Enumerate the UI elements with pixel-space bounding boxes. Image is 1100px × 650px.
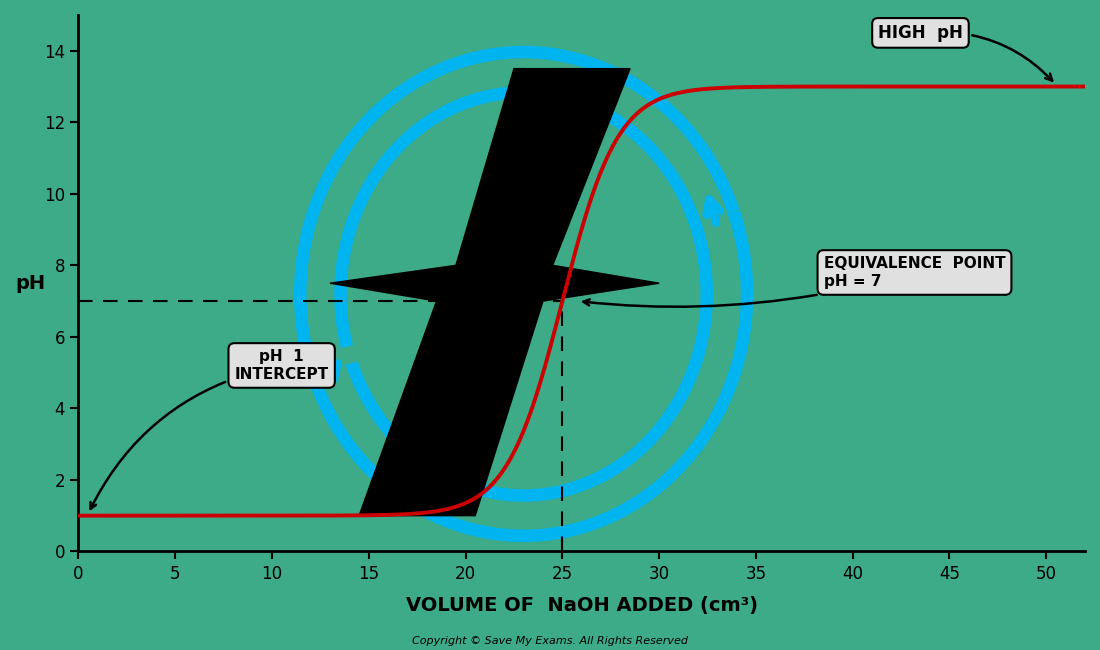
Text: Copyright © Save My Exams. All Rights Reserved: Copyright © Save My Exams. All Rights Re… [412,636,688,645]
X-axis label: VOLUME OF  NaOH ADDED (cm³): VOLUME OF NaOH ADDED (cm³) [406,597,758,616]
Text: EQUIVALENCE  POINT
pH = 7: EQUIVALENCE POINT pH = 7 [583,256,1005,307]
Text: HIGH  pH: HIGH pH [878,24,1053,81]
Polygon shape [330,69,659,515]
Y-axis label: pH: pH [15,274,45,292]
Text: pH  1
INTERCEPT: pH 1 INTERCEPT [90,349,329,509]
